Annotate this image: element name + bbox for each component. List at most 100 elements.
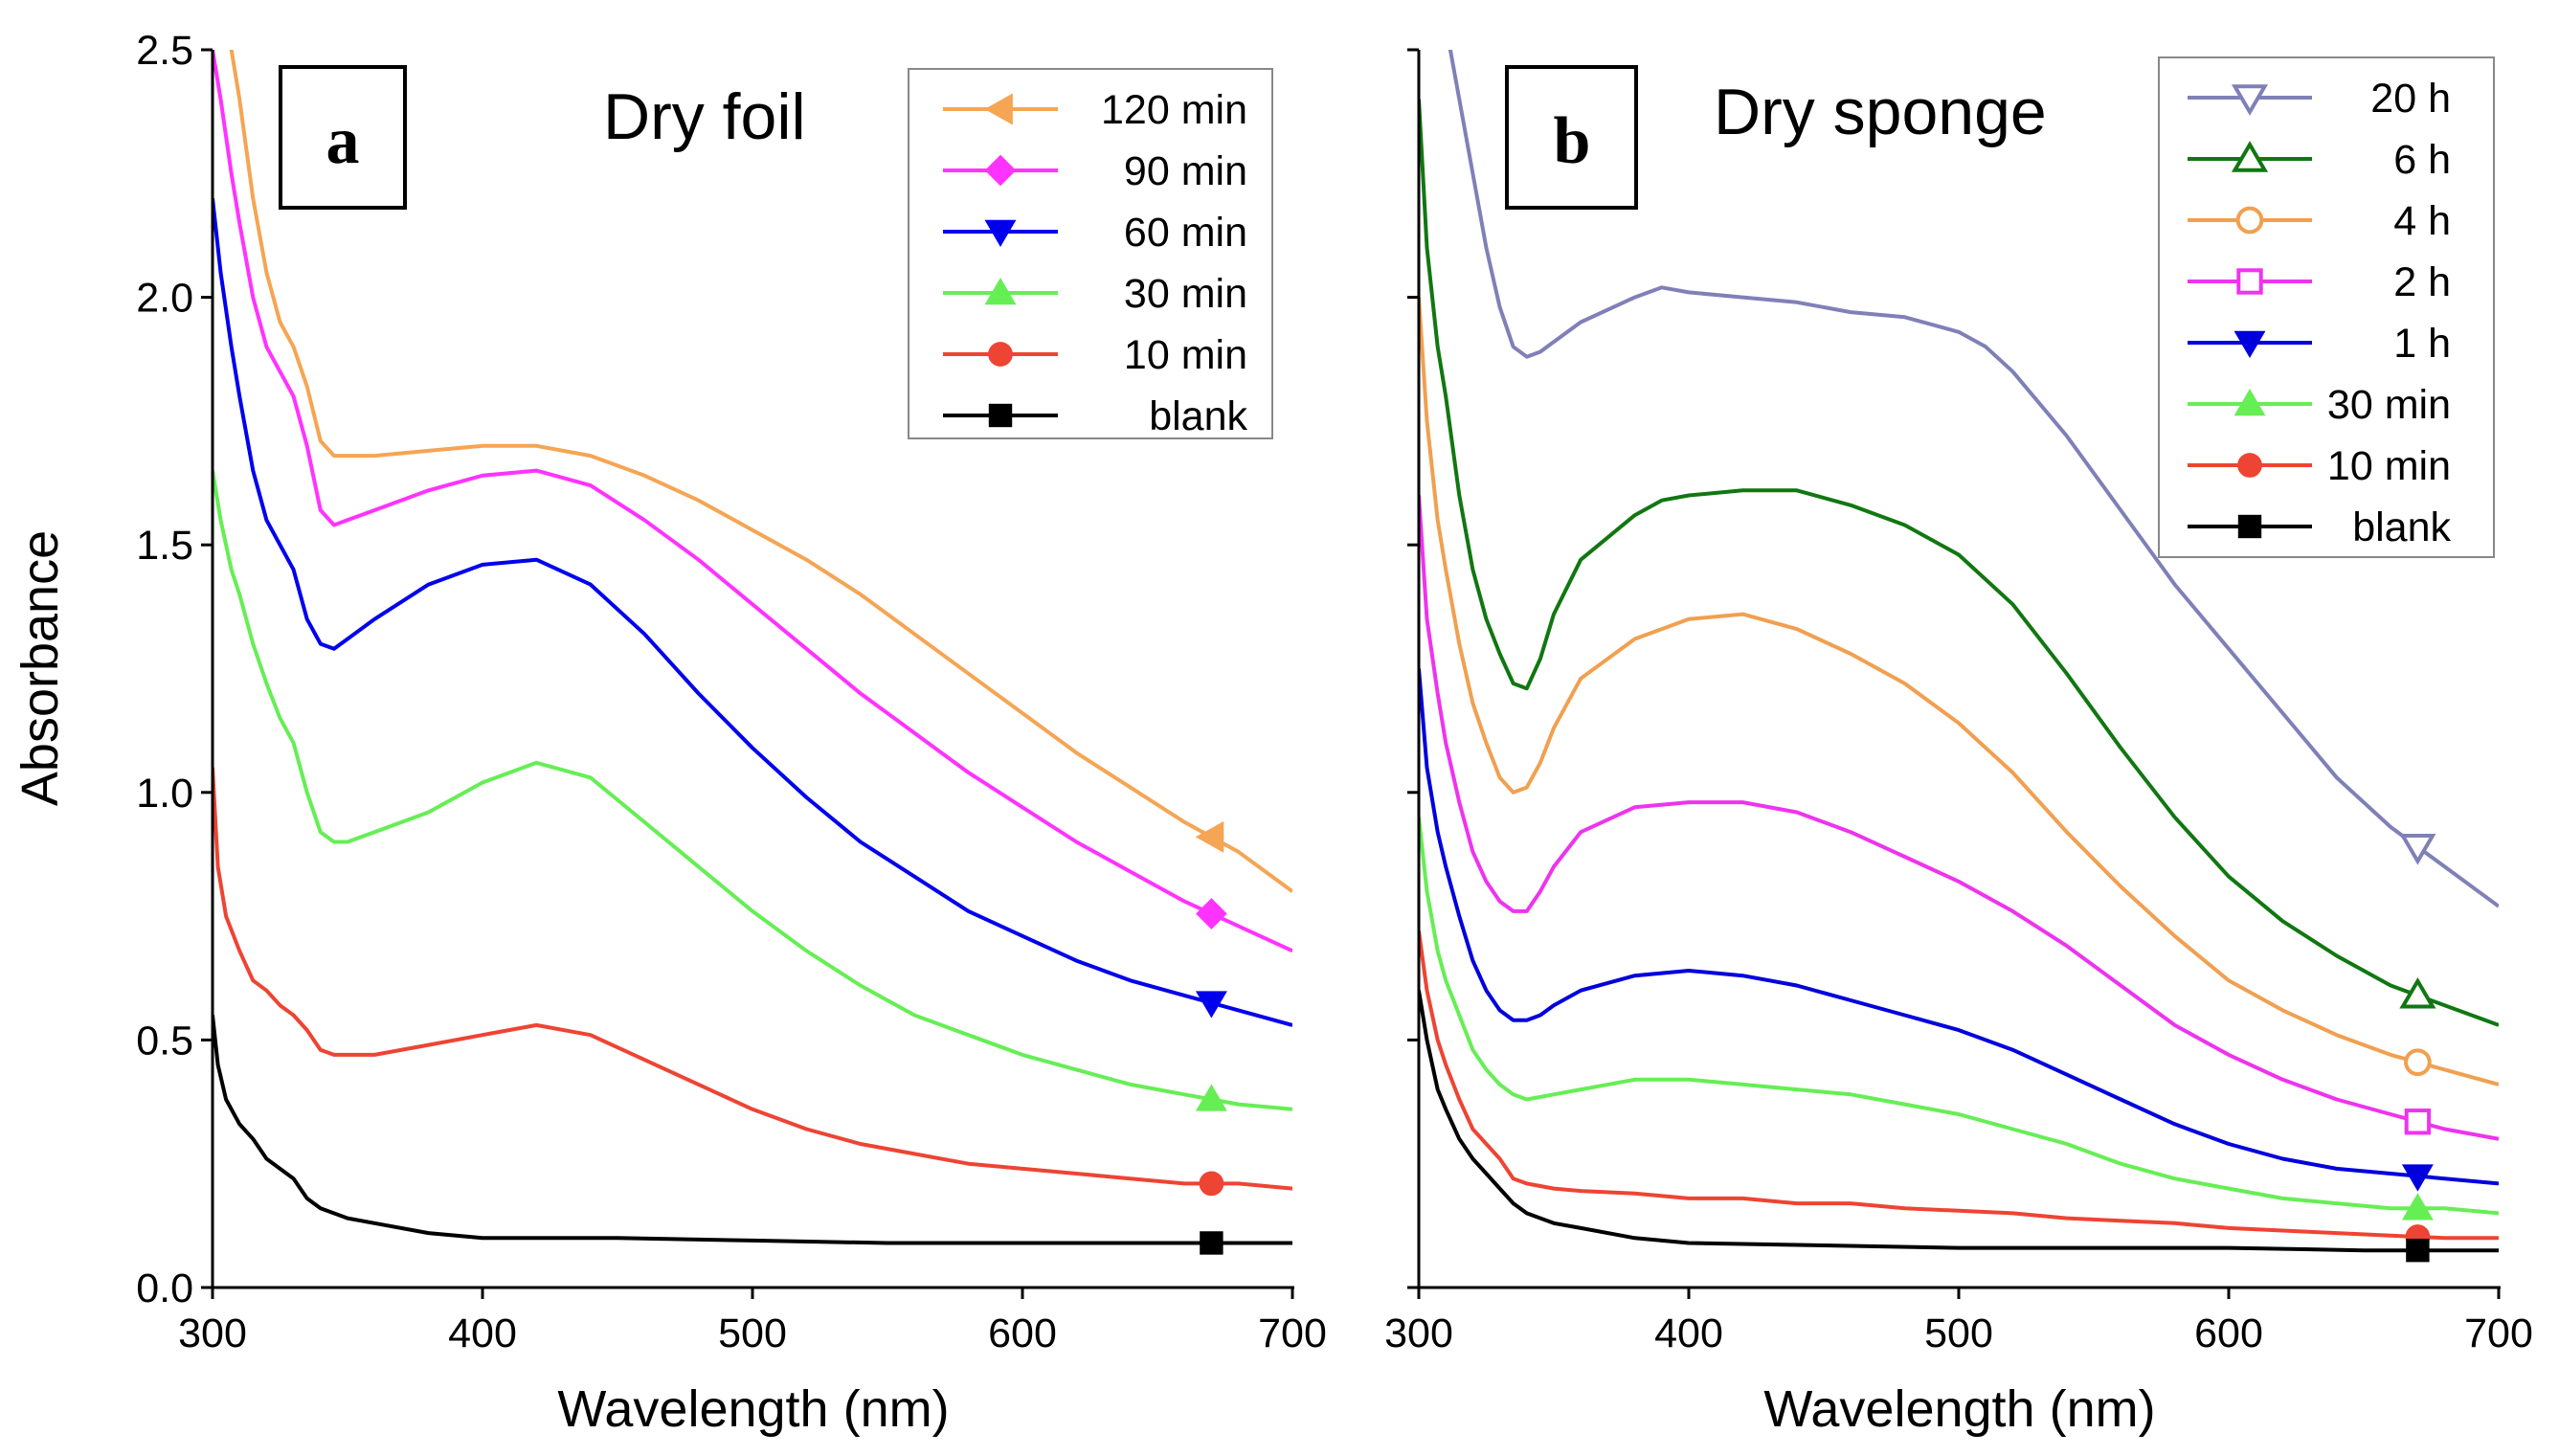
legend-marker bbox=[2235, 206, 2264, 235]
y-tick-label: 1.5 bbox=[136, 523, 193, 569]
y-tick-label: 1.0 bbox=[136, 771, 193, 817]
legend-marker bbox=[2234, 330, 2266, 358]
x-tick-label: 600 bbox=[2194, 1310, 2263, 1356]
legend-label: 1 h bbox=[2393, 321, 2451, 367]
x-tick-label: 700 bbox=[1258, 1310, 1327, 1356]
legend-label: 30 min bbox=[2327, 382, 2451, 428]
series-line-90-min bbox=[213, 50, 1292, 953]
legend-entry: 30 min bbox=[943, 271, 1247, 317]
legend-entry: 90 min bbox=[943, 148, 1247, 194]
series-line-blank bbox=[213, 1015, 1292, 1245]
legend-marker bbox=[984, 154, 1017, 187]
panel-letter-a: a bbox=[326, 104, 360, 178]
data-marker-120-min bbox=[1195, 820, 1224, 853]
legend-label: 10 min bbox=[2327, 443, 2451, 489]
legend-entry: 2 h bbox=[2188, 259, 2451, 305]
x-tick-label: 300 bbox=[178, 1310, 247, 1356]
panel-title-a: Dry foil bbox=[603, 80, 806, 153]
panel-letter-box-a bbox=[279, 65, 407, 210]
series-line-120-min bbox=[229, 50, 1292, 893]
series-line-4-h bbox=[1419, 297, 2499, 1086]
y-tick-label: 0.5 bbox=[136, 1018, 193, 1064]
legend-label: 6 h bbox=[2393, 137, 2451, 183]
legend-marker bbox=[2234, 389, 2266, 416]
legend-label: 60 min bbox=[1124, 210, 1247, 256]
panel-letter-box-b bbox=[1505, 65, 1638, 210]
data-marker-30-min bbox=[2401, 1193, 2434, 1221]
y-tick-label: 0.0 bbox=[136, 1266, 193, 1311]
legend-entry: 10 min bbox=[2188, 443, 2451, 489]
series-line-10-min bbox=[1419, 930, 2499, 1241]
legend-label: 30 min bbox=[1124, 271, 1247, 317]
marker-layer-b bbox=[2399, 833, 2436, 1263]
legend-marker bbox=[2231, 84, 2269, 116]
data-marker-10-min bbox=[1199, 1171, 1224, 1197]
x-tick-label: 400 bbox=[1654, 1310, 1723, 1356]
legend-a: 120 min 90 min 60 min 30 min 10 min blank bbox=[908, 68, 1273, 439]
x-tick-label: 600 bbox=[988, 1310, 1057, 1356]
series-line-blank bbox=[1419, 990, 2499, 1253]
marker-layer-a bbox=[1195, 820, 1227, 1255]
x-axis-title-b: Wavelength (nm) bbox=[1763, 1380, 2155, 1438]
panel-title-b: Dry sponge bbox=[1714, 76, 2047, 148]
ticks-b: 300 400 500 600 700 bbox=[1384, 48, 2533, 1356]
series-line-30-min bbox=[213, 470, 1292, 1111]
legend-marker bbox=[2231, 141, 2269, 172]
legend-marker bbox=[984, 278, 1017, 305]
legend-entry: blank bbox=[943, 393, 1248, 439]
legend-marker bbox=[988, 403, 1013, 428]
chart-panel-a: 300 400 500 600 700 0.0 0.5 1.0 1.5 2.0 2.5 Absorb… bbox=[11, 28, 1327, 1438]
legend-label: 20 h bbox=[2370, 76, 2451, 122]
legend-entry: 6 h bbox=[2188, 137, 2451, 183]
data-marker-60-min bbox=[1195, 991, 1227, 1019]
data-marker-1-h bbox=[2401, 1164, 2434, 1192]
legend-entry: 10 min bbox=[943, 332, 1247, 378]
data-marker-4-h bbox=[2404, 1048, 2432, 1077]
legend-label: 90 min bbox=[1124, 148, 1247, 194]
data-marker-20-h bbox=[2399, 833, 2436, 865]
legend-label: 2 h bbox=[2393, 259, 2451, 305]
legend-label: 4 h bbox=[2393, 198, 2451, 244]
data-marker-2-h bbox=[2404, 1109, 2432, 1135]
legend-frame-a bbox=[908, 68, 1273, 439]
x-tick-label: 500 bbox=[718, 1310, 787, 1356]
legend-entry: 4 h bbox=[2188, 198, 2451, 244]
series-layer-a bbox=[213, 50, 1292, 1245]
data-marker-90-min bbox=[1196, 898, 1227, 930]
y-tick-label: 2.5 bbox=[136, 28, 193, 74]
series-layer-b bbox=[1419, 50, 2499, 1253]
series-line-60-min bbox=[213, 197, 1292, 1027]
legend-marker bbox=[984, 219, 1017, 247]
legend-marker bbox=[2236, 268, 2263, 295]
legend-marker bbox=[988, 342, 1013, 367]
legend-entry: 30 min bbox=[2188, 382, 2451, 428]
series-line-2-h bbox=[1419, 495, 2499, 1141]
data-marker-blank bbox=[1200, 1231, 1223, 1255]
legend-b: 20 h 6 h 4 h 2 h 1 h 30 min 10 min blank bbox=[2158, 56, 2495, 558]
legend-label: 10 min bbox=[1124, 332, 1247, 378]
series-line-1-h bbox=[1419, 668, 2499, 1186]
legend-entry: 1 h bbox=[2188, 321, 2451, 367]
ticks-a: 300 400 500 600 700 0.0 0.5 1.0 1.5 2.0 2.5 bbox=[136, 28, 1327, 1356]
legend-label: blank bbox=[1149, 393, 1247, 439]
series-line-6-h bbox=[1419, 99, 2499, 1027]
series-line-10-min bbox=[213, 767, 1292, 1191]
series-line-20-h bbox=[1448, 50, 2499, 908]
legend-entry: 120 min bbox=[943, 87, 1247, 133]
series-line-30-min bbox=[1419, 817, 2499, 1216]
legend-marker bbox=[984, 93, 1013, 125]
x-tick-label: 500 bbox=[1924, 1310, 1993, 1356]
x-axis-title-a: Wavelength (nm) bbox=[557, 1380, 949, 1438]
legend-marker bbox=[2237, 514, 2262, 539]
x-tick-label: 400 bbox=[448, 1310, 517, 1356]
legend-frame-b bbox=[2158, 56, 2495, 558]
y-axis-title-a: Absorbance bbox=[11, 530, 69, 806]
y-tick-label: 2.0 bbox=[136, 276, 193, 322]
chart-panel-b: 300 400 500 600 700 Wavelength (nm) b Dry sp… bbox=[1384, 48, 2533, 1438]
data-marker-blank bbox=[2406, 1239, 2430, 1263]
legend-label: 120 min bbox=[1101, 87, 1247, 133]
data-marker-6-h bbox=[2399, 976, 2436, 1009]
legend-marker bbox=[2237, 453, 2262, 478]
legend-entry: blank bbox=[2188, 504, 2452, 550]
